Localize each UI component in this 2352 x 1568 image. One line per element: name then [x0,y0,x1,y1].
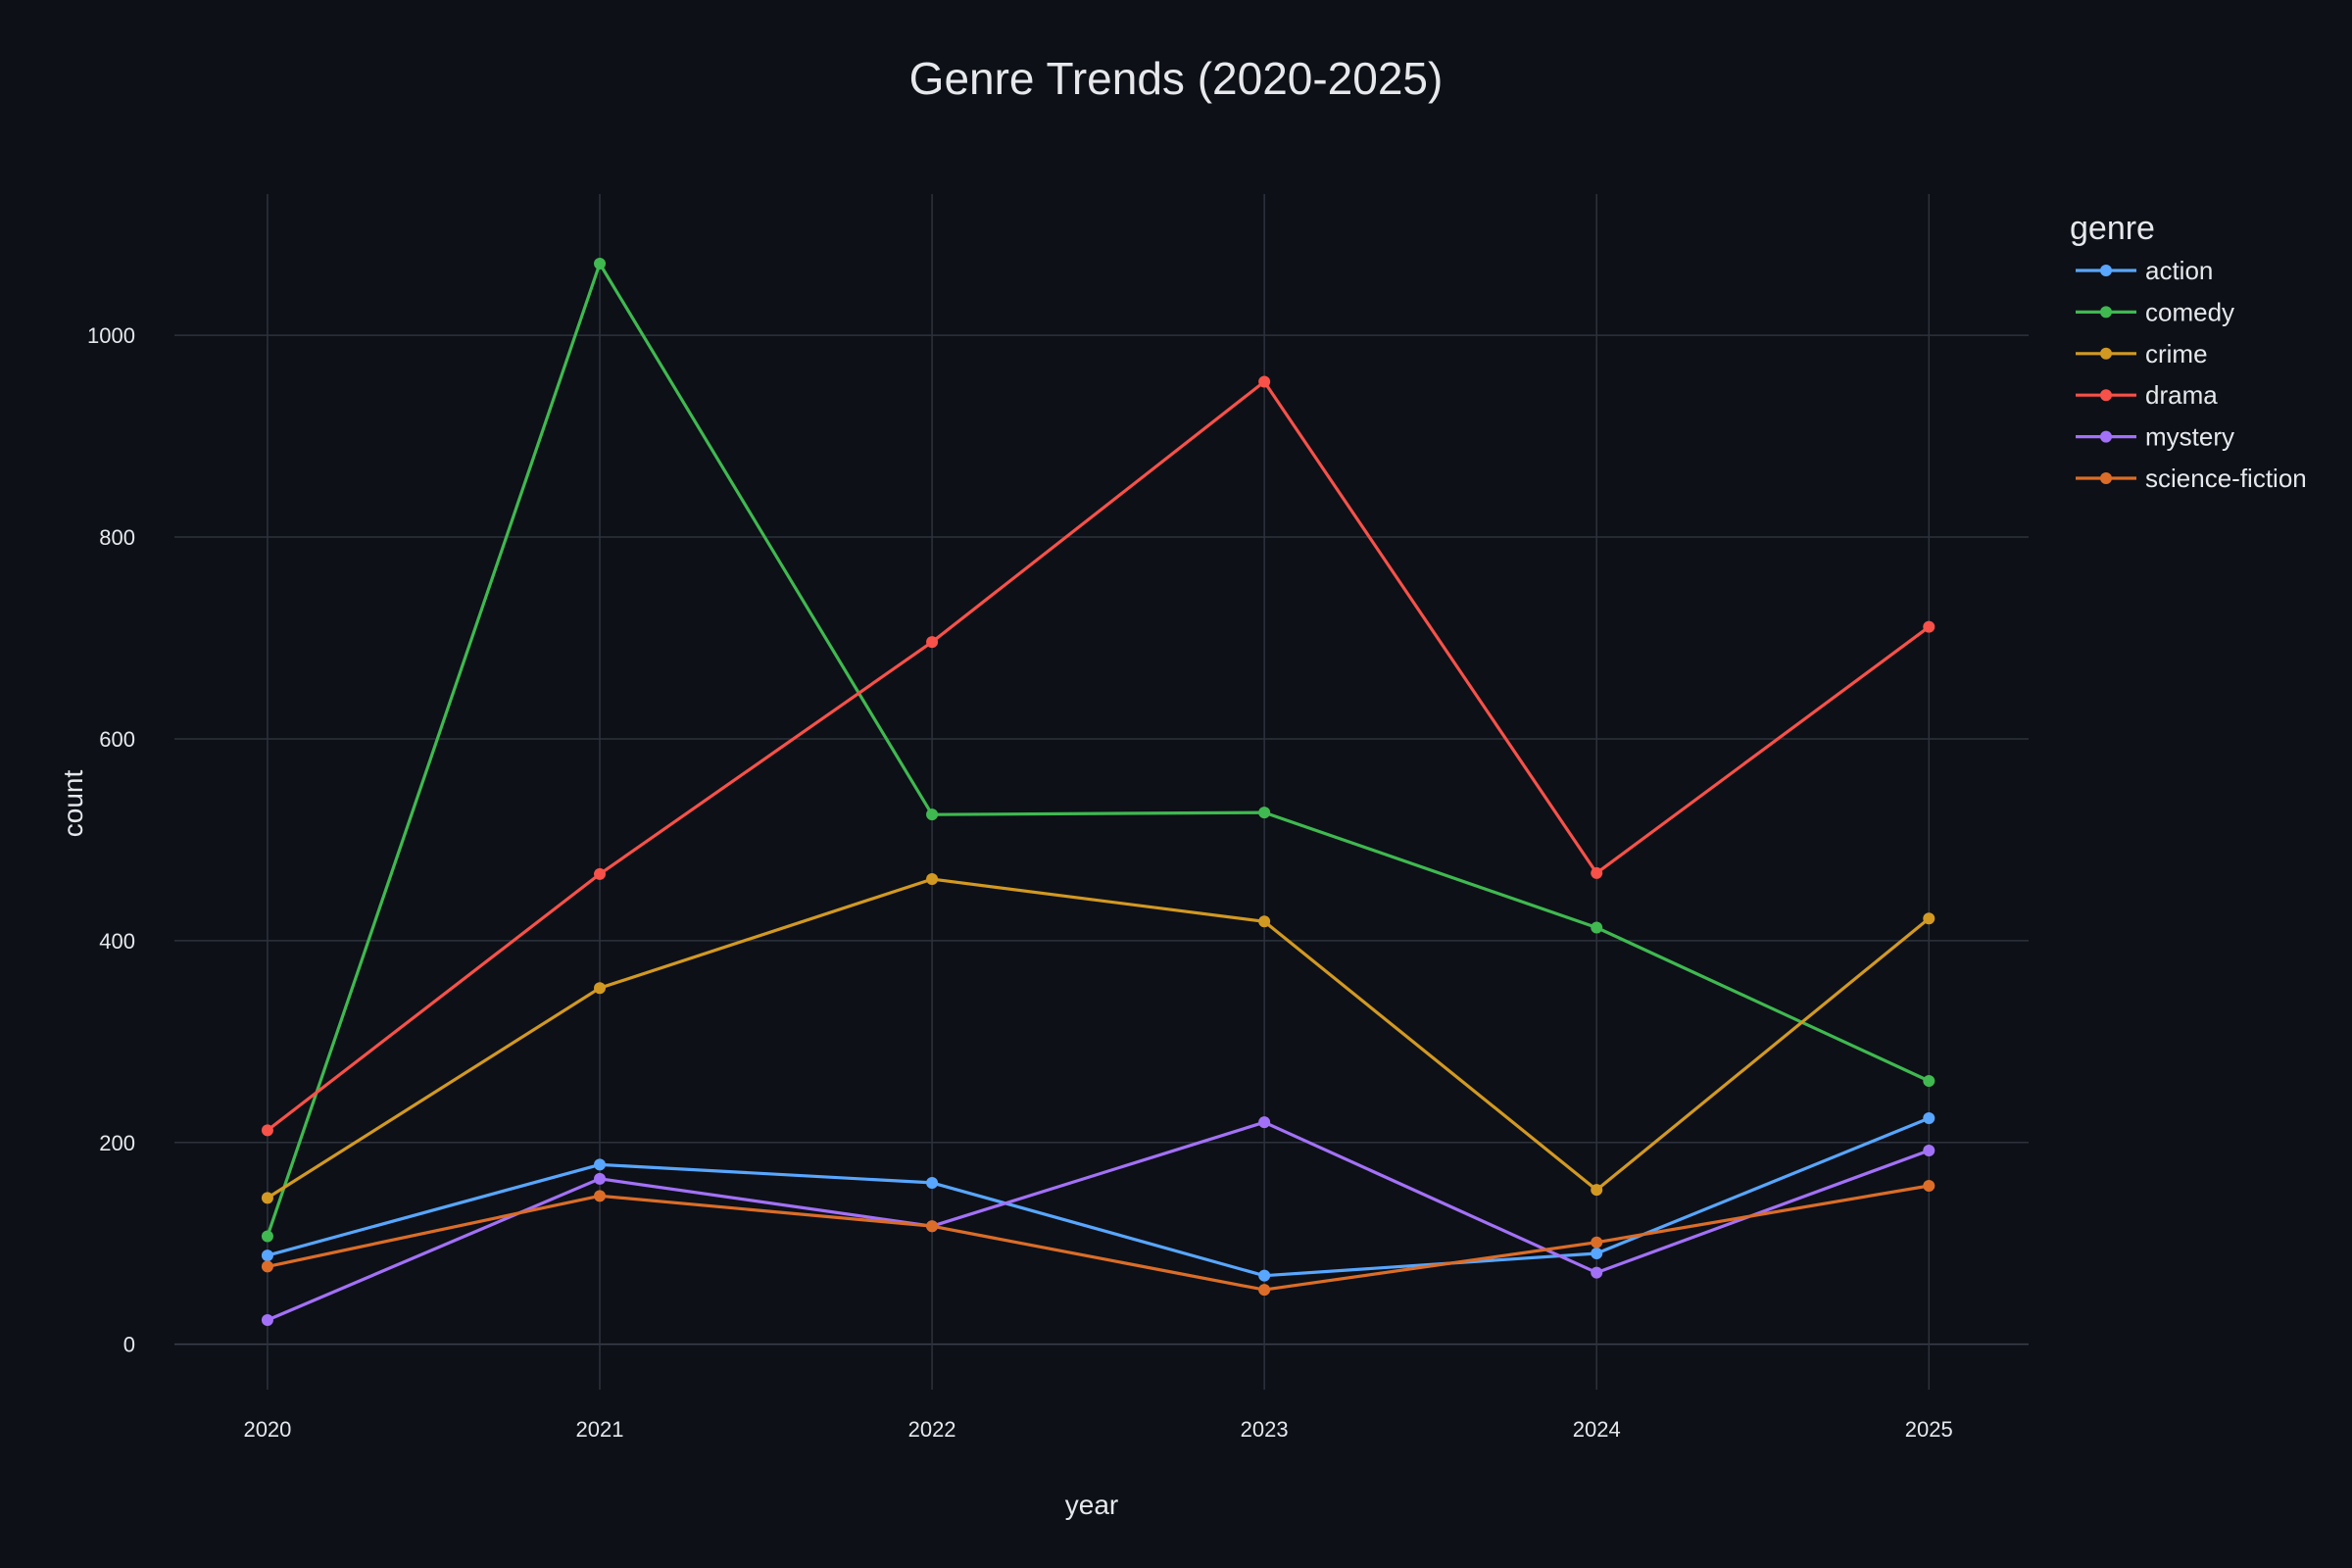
legend-swatch-marker [2100,389,2112,402]
legend-item-action[interactable]: action [2076,256,2213,285]
data-point-crime [1591,1184,1603,1197]
data-point-comedy [926,808,939,821]
legend-swatch-marker [2100,306,2112,318]
legend-item-crime[interactable]: crime [2076,339,2208,368]
data-point-crime [1258,915,1271,928]
y-tick-label: 0 [123,1333,135,1357]
data-point-crime [926,873,939,886]
x-tick-label: 2023 [1241,1417,1289,1442]
legend-items: action comedy crime drama mystery science-fic… [2076,256,2307,493]
series-line-comedy [266,262,1930,1238]
data-point-comedy [1258,807,1271,819]
x-tick-label: 2020 [243,1417,291,1442]
legend-label: science-fiction [2145,464,2307,493]
legend-label: mystery [2145,422,2234,452]
data-point-mystery [261,1313,273,1326]
y-tick-label: 400 [99,929,135,954]
data-point-science-fiction [926,1220,939,1233]
data-point-action [594,1158,607,1171]
data-point-drama [1923,620,1936,633]
data-point-science-fiction [261,1260,273,1273]
y-tick-label: 200 [99,1131,135,1155]
legend-label: drama [2145,380,2218,410]
series-line-crime [267,877,1931,1200]
legend-item-drama[interactable]: drama [2076,380,2218,410]
x-axis-ticks: 2020 2021 2022 2023 2024 2025 [243,1417,1952,1442]
legend-label: crime [2145,339,2208,368]
gridlines [174,194,2029,1390]
legend-label: comedy [2145,297,2234,326]
data-point-science-fiction [594,1190,607,1202]
y-axis-ticks: 0 200 400 600 800 1000 [87,323,135,1357]
legend-title: genre [2070,210,2155,247]
data-point-crime [594,982,607,995]
data-point-drama [926,636,939,649]
x-tick-label: 2025 [1905,1417,1953,1442]
x-tick-label: 2021 [576,1417,624,1442]
y-tick-label: 600 [99,727,135,752]
legend-item-science-fiction[interactable]: science-fiction [2076,464,2307,493]
data-point-action [1591,1248,1603,1260]
data-point-action [926,1176,939,1189]
data-point-comedy [594,258,607,270]
data-point-comedy [1591,921,1603,934]
data-point-crime [1923,912,1936,925]
data-point-action [1258,1269,1271,1282]
data-point-action [1923,1112,1936,1125]
data-point-mystery [1591,1266,1603,1279]
legend-label: action [2145,256,2213,285]
y-tick-label: 1000 [87,323,135,348]
chart-title: Genre Trends (2020-2025) [909,53,1444,104]
legend-item-comedy[interactable]: comedy [2076,297,2234,326]
legend-swatch-marker [2100,347,2112,360]
data-point-drama [261,1124,273,1137]
y-axis-label: count [58,770,88,838]
data-point-action [261,1250,273,1262]
series-points [261,258,1936,1326]
legend-item-mystery[interactable]: mystery [2076,422,2234,452]
data-point-mystery [1923,1145,1936,1156]
series-lines [266,262,1931,1322]
data-point-science-fiction [1591,1236,1603,1249]
x-axis-label: year [1065,1490,1118,1520]
legend-swatch-marker [2100,472,2112,484]
legend: genre action comedy crime drama mystery scien… [2070,210,2307,493]
data-point-crime [261,1192,273,1204]
legend-swatch-marker [2100,265,2112,276]
data-point-mystery [1258,1116,1271,1129]
y-tick-label: 800 [99,525,135,550]
legend-swatch-marker [2100,430,2112,443]
data-point-science-fiction [1923,1180,1936,1193]
data-point-drama [594,867,607,880]
data-point-drama [1258,375,1271,388]
series-line-science-fiction [267,1184,1930,1292]
x-tick-label: 2022 [908,1417,956,1442]
x-tick-label: 2024 [1573,1417,1621,1442]
data-point-comedy [261,1230,273,1243]
series-line-drama [266,379,1931,1132]
series-line-mystery [267,1120,1930,1322]
data-point-comedy [1923,1074,1936,1087]
data-point-science-fiction [1258,1284,1271,1297]
data-point-drama [1591,866,1603,879]
series-line-action [267,1116,1930,1278]
data-point-mystery [594,1172,607,1185]
